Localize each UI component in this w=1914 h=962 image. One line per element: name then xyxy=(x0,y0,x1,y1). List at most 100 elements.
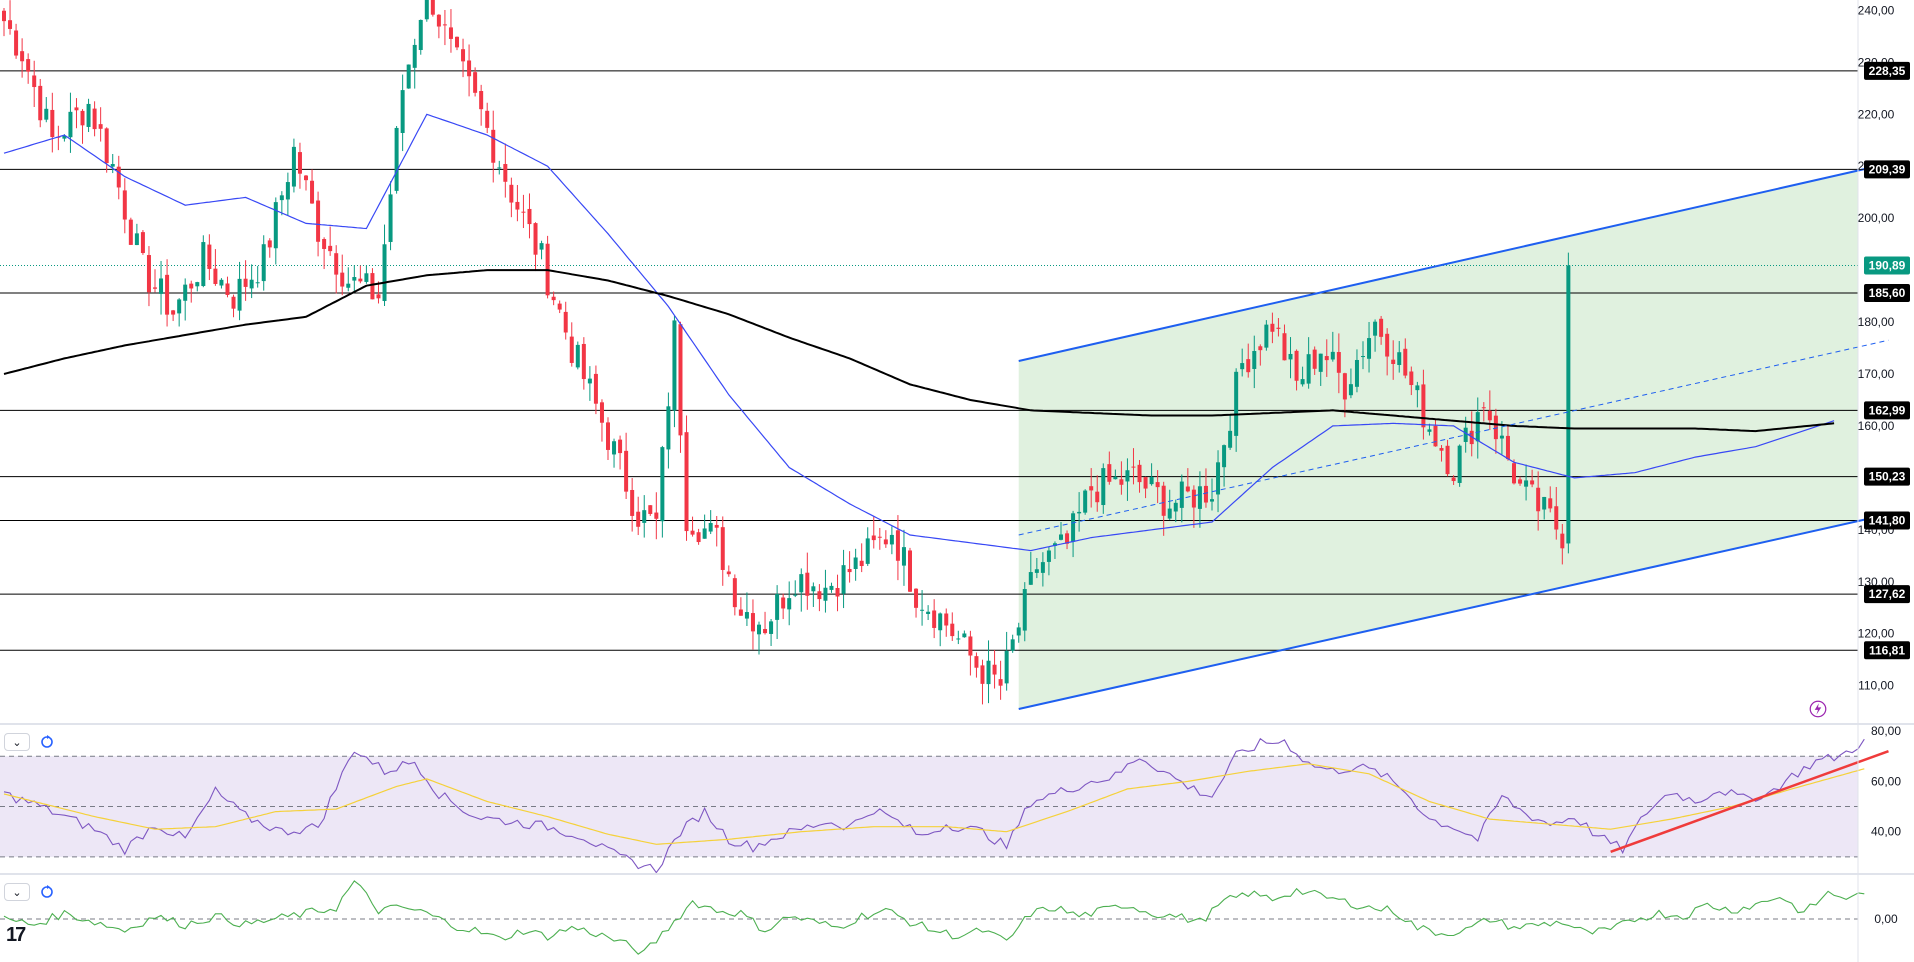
candle-body xyxy=(1373,321,1378,336)
candle-body xyxy=(436,14,441,27)
ma50-line xyxy=(3,113,1835,552)
candle-body xyxy=(539,243,544,250)
candle-body xyxy=(1113,476,1118,480)
rsi-pane[interactable]: 80,00 60,00 40,00 xyxy=(0,724,1901,874)
candle-body xyxy=(1451,477,1456,482)
candle-body xyxy=(769,621,774,634)
candle-body xyxy=(1487,410,1492,421)
candle-body xyxy=(2,10,6,22)
candle-body xyxy=(835,588,840,597)
candle-body xyxy=(1493,415,1498,440)
candle-body xyxy=(1185,486,1190,492)
candle-body xyxy=(618,439,623,454)
candle-body xyxy=(442,24,447,26)
candle-body xyxy=(388,194,393,242)
price-pane[interactable] xyxy=(0,0,1889,710)
candle-body xyxy=(593,373,598,404)
candle-body xyxy=(1161,485,1166,516)
collapse-momentum-button[interactable]: ⌄ xyxy=(4,883,30,901)
candle-body xyxy=(980,665,985,684)
candle-body xyxy=(497,167,502,169)
level-label: 162,99 xyxy=(1869,403,1906,417)
candle-body xyxy=(1052,543,1057,546)
candle-body xyxy=(714,524,719,528)
candle-body xyxy=(255,282,260,284)
channel-upper-line xyxy=(1018,162,1889,362)
lightning-icon[interactable] xyxy=(1809,700,1827,718)
candle-body xyxy=(914,588,919,608)
candle-body xyxy=(642,510,647,523)
candle-body xyxy=(1028,572,1033,585)
candle-body xyxy=(503,164,508,182)
candle-body xyxy=(865,538,870,564)
candle-body xyxy=(1397,352,1402,365)
candle-body xyxy=(201,242,206,287)
collapse-rsi-button[interactable]: ⌄ xyxy=(4,733,30,751)
candle-body xyxy=(521,211,526,213)
tradingview-logo[interactable]: 17 xyxy=(6,924,26,946)
level-badge xyxy=(1864,61,1910,80)
candle-body xyxy=(871,535,876,541)
candle-body xyxy=(859,560,864,567)
candle-body xyxy=(557,303,562,310)
candle-body xyxy=(159,278,164,294)
candle-body xyxy=(1306,354,1311,384)
candle-body xyxy=(1101,468,1106,506)
candle-body xyxy=(304,175,308,181)
candle-body xyxy=(624,450,629,492)
sync-momentum-icon[interactable] xyxy=(38,883,56,901)
sync-rsi-icon[interactable] xyxy=(38,733,56,751)
candle-body xyxy=(394,127,399,191)
candle-body xyxy=(279,195,284,201)
candle-body xyxy=(1203,485,1208,503)
candle-body xyxy=(1294,350,1299,381)
candle-body xyxy=(787,598,792,610)
momentum-pane[interactable]: 0,00 xyxy=(0,880,1898,955)
candle-body xyxy=(726,571,731,575)
candle-body xyxy=(1518,479,1523,484)
candle-body xyxy=(448,27,453,39)
candle-body xyxy=(1524,480,1529,487)
candle-body xyxy=(1059,534,1063,540)
channel-fill xyxy=(1018,170,1858,710)
candle-body xyxy=(998,679,1003,686)
candle-body xyxy=(569,336,574,363)
candle-body xyxy=(1179,481,1184,508)
candle-body xyxy=(1216,462,1221,495)
candle-body xyxy=(86,103,91,127)
candle-body xyxy=(98,124,103,129)
candle-body xyxy=(660,447,665,522)
candle-body xyxy=(1300,379,1305,385)
candle-body xyxy=(781,597,786,609)
price-axis[interactable]: 240,00230,00220,00210,00200,00180,00170,… xyxy=(1858,3,1910,693)
rsi-ma-line xyxy=(3,763,1865,845)
candle-body xyxy=(1475,412,1480,442)
level-label: 150,23 xyxy=(1869,470,1906,484)
candle-body xyxy=(1536,487,1541,512)
level-label: 127,62 xyxy=(1869,587,1906,601)
candle-body xyxy=(382,244,387,302)
level-badge xyxy=(1864,401,1910,420)
candle-body xyxy=(551,296,556,301)
candle-body xyxy=(340,272,345,287)
candle-body xyxy=(1071,513,1076,542)
candle-body xyxy=(1264,324,1269,348)
candle-body xyxy=(68,111,73,138)
candle-body xyxy=(20,51,25,62)
candle-body xyxy=(750,613,755,632)
level-badge xyxy=(1864,511,1910,530)
candle-body xyxy=(1367,338,1372,359)
rsi-trendline xyxy=(1610,749,1889,854)
candle-body xyxy=(612,441,617,455)
candle-body xyxy=(1330,351,1335,360)
candle-body xyxy=(195,282,200,287)
candle-body xyxy=(1107,464,1112,482)
candle-body xyxy=(1403,348,1408,376)
candle-body xyxy=(1361,356,1365,358)
candle-body xyxy=(1095,491,1100,503)
candle-body xyxy=(1258,346,1263,351)
candle-body xyxy=(799,574,804,593)
candle-body xyxy=(1530,480,1535,485)
candle-body xyxy=(243,278,248,287)
